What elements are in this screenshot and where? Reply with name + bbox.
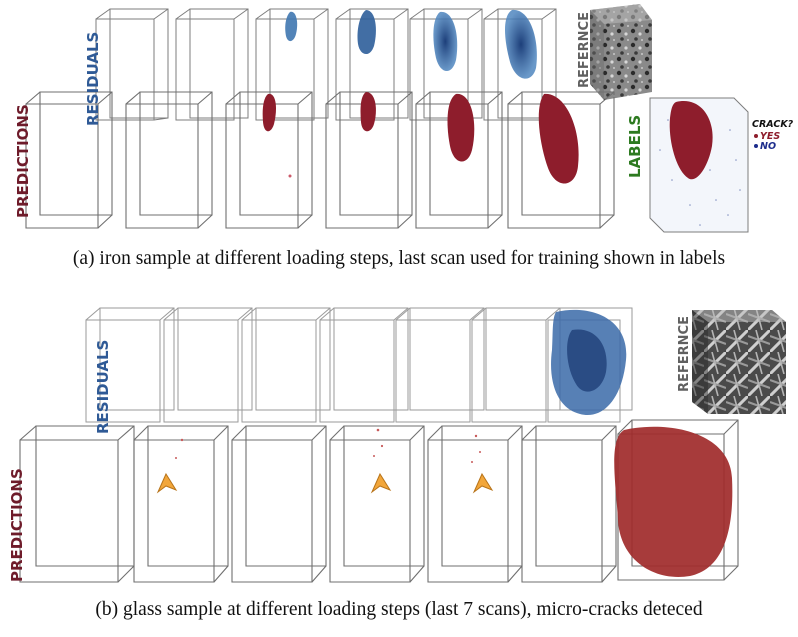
predictions-label-b: PREDICTIONS	[8, 468, 26, 582]
reference-cube-b	[692, 310, 786, 414]
residual-box	[85, 307, 175, 423]
prediction-speck	[288, 174, 292, 178]
residual-box	[175, 8, 249, 121]
arrow-marker-icon	[472, 472, 494, 494]
prediction-box	[427, 425, 523, 583]
prediction-row-a	[25, 91, 615, 229]
panel-b: REFERNCE RESIDUALS PREDICTIONS	[8, 307, 786, 583]
arrow-marker-icon	[156, 472, 178, 494]
residual-box	[241, 307, 331, 423]
arrow-marker-icon	[370, 472, 392, 494]
residual-blob	[505, 9, 537, 79]
crack-volume	[669, 101, 713, 180]
caption-a: (a) iron sample at different loading ste…	[72, 248, 726, 269]
reference-label-b: REFERNCE	[677, 316, 692, 392]
predictions-label-a: PREDICTIONS	[14, 104, 32, 218]
prediction-box	[521, 425, 617, 583]
prediction-row-b	[19, 419, 739, 583]
prediction-box	[507, 91, 615, 229]
legend-title: CRACK?	[752, 119, 794, 130]
crack-legend: CRACK? YES NO	[752, 119, 794, 152]
residual-box	[471, 307, 561, 423]
prediction-box	[19, 425, 135, 583]
residual-volumes-a	[285, 9, 537, 79]
residuals-label-a: RESIDUALS	[84, 32, 102, 126]
prediction-box	[231, 425, 327, 583]
prediction-box	[329, 425, 425, 583]
prediction-blob	[614, 426, 733, 577]
legend-yes: YES	[760, 131, 780, 142]
prediction-volumes-a	[262, 92, 579, 184]
prediction-blob	[447, 93, 475, 162]
panel-a: REFERNCE	[14, 4, 794, 233]
legend-yes-dot	[754, 134, 758, 138]
residual-blob	[285, 11, 298, 42]
prediction-blob	[538, 93, 579, 184]
prediction-box	[125, 91, 213, 229]
prediction-blob	[360, 92, 376, 132]
residual-box	[163, 307, 253, 423]
reference-label-a: REFERNCE	[577, 12, 592, 88]
prediction-box	[133, 425, 229, 583]
residual-blob-core	[567, 329, 607, 392]
caption-b: (b) glass sample at different loading st…	[95, 599, 703, 620]
labels-cube	[649, 97, 749, 233]
residual-box	[335, 8, 409, 121]
legend-no: NO	[760, 141, 776, 152]
residual-box	[95, 8, 169, 121]
labels-label: LABELS	[626, 115, 644, 178]
micro-crack-specks	[175, 428, 481, 463]
prediction-blob	[262, 93, 276, 132]
micro-crack-markers	[156, 472, 494, 494]
residual-box	[395, 307, 485, 423]
residual-blob	[357, 10, 376, 55]
residuals-label-b: RESIDUALS	[94, 340, 112, 434]
legend-no-dot	[754, 144, 758, 148]
residual-row-b	[85, 307, 633, 423]
reference-cube-a	[590, 4, 652, 100]
residual-box	[319, 307, 409, 423]
residual-blob	[433, 11, 458, 72]
prediction-box	[25, 91, 113, 229]
